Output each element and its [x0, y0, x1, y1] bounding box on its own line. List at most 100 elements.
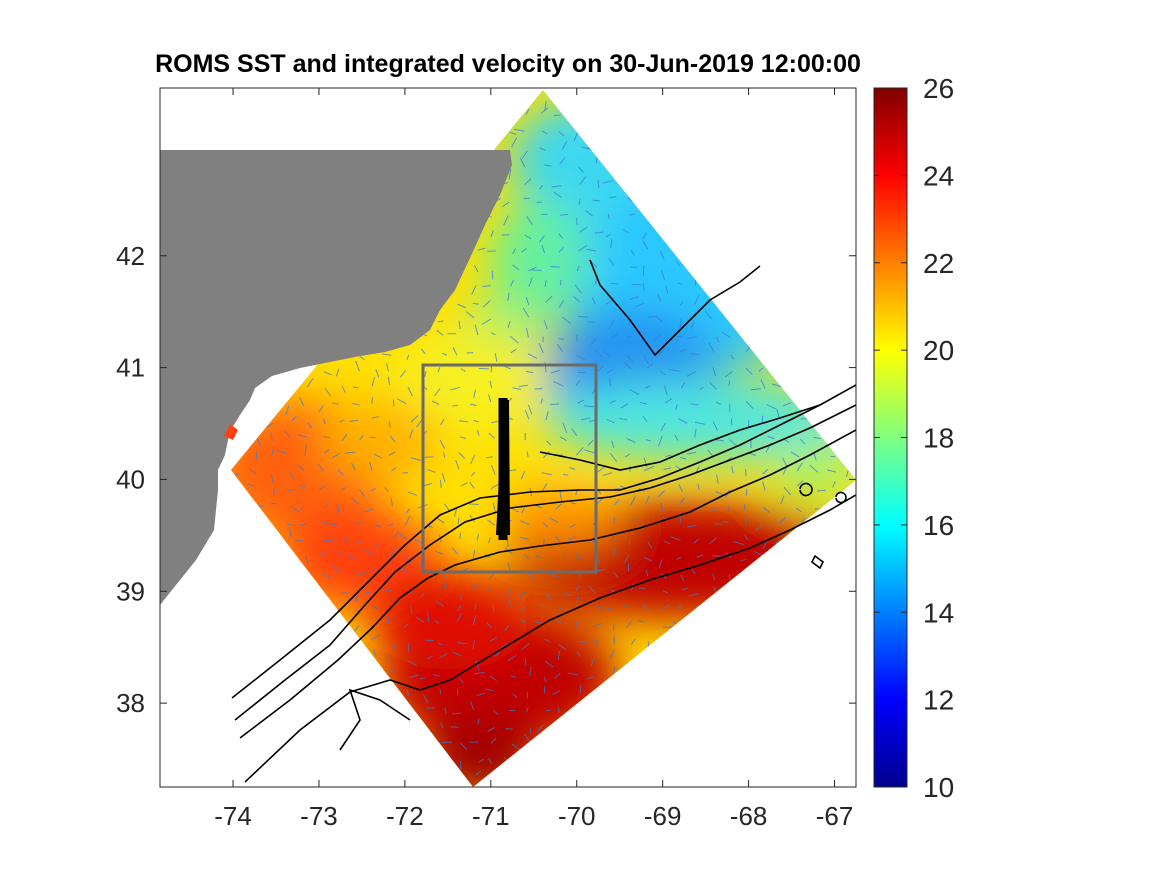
- velocity-arrow: [477, 718, 480, 725]
- x-tick-label: -71: [472, 801, 510, 831]
- velocity-arrow: [521, 150, 528, 159]
- velocity-arrow: [431, 400, 440, 405]
- y-tick-label: 42: [116, 241, 145, 271]
- velocity-arrow: [561, 141, 568, 150]
- velocity-arrow: [594, 231, 604, 234]
- velocity-arrow: [630, 249, 635, 256]
- velocity-arrow: [694, 428, 697, 438]
- velocity-arrow: [537, 604, 546, 607]
- velocity-arrow: [410, 606, 413, 614]
- velocity-arrow: [674, 434, 679, 441]
- velocity-arrow: [524, 658, 527, 666]
- velocity-arrow: [270, 432, 273, 441]
- velocity-arrow: [451, 547, 458, 555]
- velocity-arrow: [459, 532, 462, 540]
- velocity-arrow: [408, 660, 417, 667]
- velocity-arrow: [563, 592, 572, 597]
- velocity-arrow: [597, 605, 604, 610]
- velocity-arrow: [488, 432, 496, 439]
- velocity-arrow: [607, 368, 613, 374]
- velocity-arrow: [659, 250, 665, 260]
- velocity-arrow: [299, 506, 305, 511]
- velocity-arrow: [494, 651, 500, 658]
- velocity-arrow: [576, 640, 587, 644]
- velocity-arrow: [690, 403, 699, 406]
- velocity-arrow: [557, 650, 560, 661]
- velocity-arrow: [542, 538, 545, 545]
- velocity-arrow: [629, 295, 640, 301]
- velocity-arrow: [580, 146, 591, 150]
- velocity-arrow: [369, 436, 377, 439]
- velocity-arrow: [783, 402, 792, 407]
- colorbar-tick-label: 12: [923, 685, 954, 716]
- velocity-arrow: [588, 585, 597, 594]
- velocity-arrow: [578, 198, 581, 205]
- velocity-arrow: [439, 689, 442, 695]
- velocity-arrow: [486, 456, 493, 459]
- velocity-arrow: [487, 726, 496, 732]
- velocity-arrow: [458, 320, 461, 330]
- velocity-arrow: [635, 303, 644, 308]
- velocity-arrow: [540, 398, 544, 404]
- velocity-arrow: [371, 416, 379, 419]
- colorbar-tick-label: 26: [923, 73, 954, 104]
- velocity-arrow: [587, 439, 594, 446]
- velocity-arrow: [489, 675, 497, 682]
- velocity-arrow: [626, 620, 633, 629]
- colorbar-tick-label: 20: [923, 335, 954, 366]
- velocity-arrow: [553, 618, 563, 625]
- velocity-arrow: [455, 459, 460, 470]
- velocity-arrow: [529, 666, 532, 676]
- velocity-arrow: [655, 315, 663, 322]
- velocity-arrow: [304, 556, 309, 564]
- velocity-arrow: [753, 550, 763, 556]
- velocity-arrow: [574, 284, 582, 294]
- velocity-arrow: [524, 178, 532, 185]
- velocity-arrow: [557, 607, 562, 613]
- velocity-arrow: [639, 401, 647, 405]
- velocity-arrow: [521, 642, 530, 651]
- velocity-arrow: [578, 166, 584, 173]
- velocity-arrow: [575, 354, 586, 361]
- velocity-arrow: [476, 692, 486, 696]
- y-axis: 38 39 40 41 42: [116, 241, 856, 718]
- velocity-arrow: [488, 757, 493, 764]
- velocity-arrow: [647, 315, 656, 318]
- velocity-arrow: [592, 199, 600, 202]
- velocity-arrow: [403, 623, 409, 628]
- velocity-arrow: [622, 229, 629, 233]
- velocity-arrow: [374, 542, 378, 548]
- velocity-arrow: [537, 724, 543, 732]
- velocity-arrow: [707, 449, 714, 458]
- velocity-arrow: [541, 107, 549, 114]
- velocity-arrow: [762, 506, 770, 513]
- velocity-arrow: [492, 502, 496, 512]
- velocity-arrow: [608, 258, 615, 266]
- velocity-arrow: [488, 394, 492, 403]
- velocity-arrow: [579, 226, 588, 233]
- velocity-arrow: [698, 386, 705, 391]
- velocity-arrow: [542, 522, 548, 528]
- velocity-arrow: [457, 641, 468, 645]
- velocity-arrow: [612, 666, 616, 676]
- velocity-arrow: [678, 484, 683, 493]
- velocity-arrow: [473, 584, 476, 590]
- velocity-arrow: [754, 525, 763, 532]
- velocity-arrow: [679, 349, 686, 353]
- velocity-arrow: [344, 451, 356, 454]
- velocity-arrow: [577, 315, 589, 318]
- velocity-arrow: [247, 483, 255, 487]
- velocity-arrow: [457, 604, 462, 611]
- velocity-arrow: [680, 457, 687, 460]
- y-tick-label: 40: [116, 464, 145, 494]
- velocity-arrow: [457, 517, 460, 525]
- velocity-arrow: [573, 296, 580, 303]
- velocity-arrow: [490, 332, 496, 336]
- velocity-arrow: [400, 370, 406, 378]
- velocity-arrow: [492, 605, 495, 613]
- velocity-arrow: [687, 336, 697, 340]
- velocity-arrow: [526, 216, 533, 225]
- velocity-arrow: [686, 451, 697, 455]
- velocity-arrow: [694, 421, 705, 425]
- velocity-arrow: [318, 405, 324, 413]
